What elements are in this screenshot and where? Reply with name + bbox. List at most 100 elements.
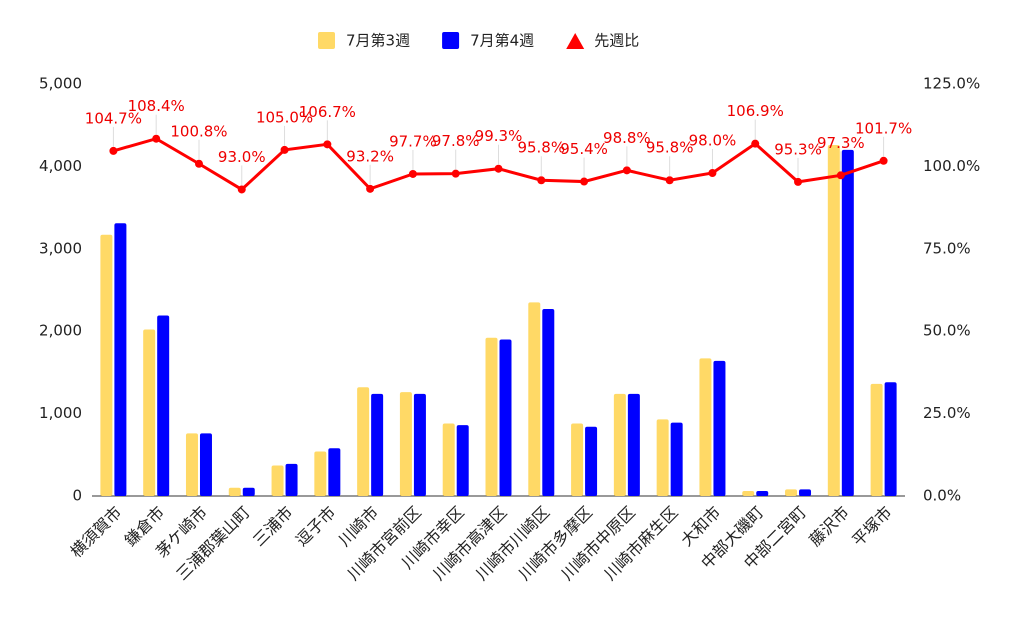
bar bbox=[699, 358, 712, 496]
bar bbox=[485, 337, 498, 496]
bar bbox=[585, 426, 598, 496]
value-label: 98.0% bbox=[689, 131, 737, 149]
legend-marker bbox=[318, 32, 335, 49]
x-tick-label: 藤沢市 bbox=[805, 503, 852, 550]
point bbox=[708, 168, 717, 177]
value-label: 95.8% bbox=[646, 139, 694, 157]
bar bbox=[185, 433, 198, 496]
bar bbox=[413, 393, 426, 496]
bar bbox=[756, 491, 769, 496]
legend-marker bbox=[566, 33, 585, 49]
point bbox=[751, 139, 760, 148]
value-label: 95.3% bbox=[774, 140, 822, 158]
value-label: 104.7% bbox=[85, 109, 142, 127]
bar bbox=[271, 465, 284, 496]
point bbox=[537, 176, 546, 185]
point bbox=[280, 145, 289, 154]
bar bbox=[670, 422, 683, 496]
x-tick-group: 藤沢市 bbox=[805, 503, 852, 550]
value-label: 106.9% bbox=[727, 102, 784, 120]
value-label: 101.7% bbox=[855, 119, 912, 137]
value-label: 95.4% bbox=[560, 140, 608, 158]
bar bbox=[357, 387, 370, 496]
bar bbox=[827, 144, 840, 496]
value-label: 106.7% bbox=[299, 103, 356, 121]
bar bbox=[157, 315, 170, 496]
bar bbox=[542, 308, 555, 496]
point bbox=[237, 185, 246, 194]
legend-label: 7月第3週 bbox=[346, 32, 410, 50]
y2-tick-label: 100.0% bbox=[923, 157, 980, 175]
bar bbox=[143, 329, 156, 496]
bar bbox=[228, 487, 241, 496]
legend-label: 7月第4週 bbox=[470, 32, 534, 50]
bar bbox=[799, 489, 812, 496]
y2-tick-label: 75.0% bbox=[923, 239, 971, 257]
value-label: 105.0% bbox=[256, 108, 313, 126]
bar bbox=[571, 423, 584, 496]
point bbox=[836, 171, 845, 180]
bar bbox=[371, 393, 384, 496]
point bbox=[879, 156, 888, 165]
bar bbox=[528, 302, 541, 496]
x-tick-group: 横須賀市 bbox=[67, 503, 126, 562]
x-tick-group: 三浦市 bbox=[249, 503, 296, 550]
legend-marker bbox=[442, 32, 460, 49]
y-tick-label: 0 bbox=[72, 487, 82, 505]
bar bbox=[442, 423, 455, 496]
x-tick-group: 逗子市 bbox=[292, 503, 339, 550]
point bbox=[451, 169, 460, 178]
x-tick-label: 横須賀市 bbox=[67, 503, 126, 562]
value-label: 97.3% bbox=[817, 134, 865, 152]
value-label: 98.8% bbox=[603, 129, 651, 147]
y2-tick-label: 0.0% bbox=[923, 487, 961, 505]
y-tick-label: 2,000 bbox=[39, 322, 82, 340]
bar bbox=[613, 393, 626, 496]
value-label: 100.8% bbox=[170, 122, 227, 140]
y2-tick-label: 125.0% bbox=[923, 75, 980, 93]
point bbox=[408, 169, 417, 178]
bar bbox=[328, 448, 341, 496]
x-tick-label: 三浦市 bbox=[249, 503, 296, 550]
value-label: 99.3% bbox=[475, 127, 523, 145]
value-label: 93.2% bbox=[346, 147, 394, 165]
bar bbox=[499, 339, 512, 496]
bar bbox=[841, 149, 854, 497]
y2-tick-label: 50.0% bbox=[923, 322, 971, 340]
bar bbox=[314, 451, 327, 496]
bar bbox=[656, 419, 669, 496]
bar bbox=[399, 392, 412, 496]
value-label: 95.8% bbox=[517, 139, 565, 157]
legend-label: 先週比 bbox=[594, 32, 639, 50]
bar bbox=[627, 393, 640, 496]
x-tick-group: 平塚市 bbox=[848, 503, 895, 550]
point bbox=[580, 177, 589, 186]
value-label: 108.4% bbox=[128, 97, 185, 115]
point bbox=[194, 159, 203, 168]
bar bbox=[870, 383, 883, 496]
y2-tick-label: 25.0% bbox=[923, 404, 971, 422]
point bbox=[794, 177, 803, 186]
value-label: 97.7% bbox=[389, 132, 437, 150]
y-tick-label: 3,000 bbox=[39, 239, 82, 257]
bar bbox=[114, 223, 127, 497]
point bbox=[323, 140, 332, 149]
bar bbox=[199, 433, 212, 496]
point bbox=[622, 166, 631, 175]
bar bbox=[785, 489, 798, 496]
point bbox=[109, 146, 118, 155]
x-tick-label: 平塚市 bbox=[848, 503, 895, 550]
point bbox=[366, 184, 375, 193]
point bbox=[494, 164, 503, 173]
bar bbox=[456, 425, 469, 496]
bar bbox=[100, 234, 113, 497]
y-tick-label: 5,000 bbox=[39, 75, 82, 93]
y-tick-label: 4,000 bbox=[39, 157, 82, 175]
bar bbox=[285, 463, 298, 496]
bar bbox=[242, 487, 255, 496]
bar bbox=[884, 382, 897, 496]
y-tick-label: 1,000 bbox=[39, 404, 82, 422]
bar bbox=[713, 360, 726, 496]
bar bbox=[742, 491, 755, 496]
